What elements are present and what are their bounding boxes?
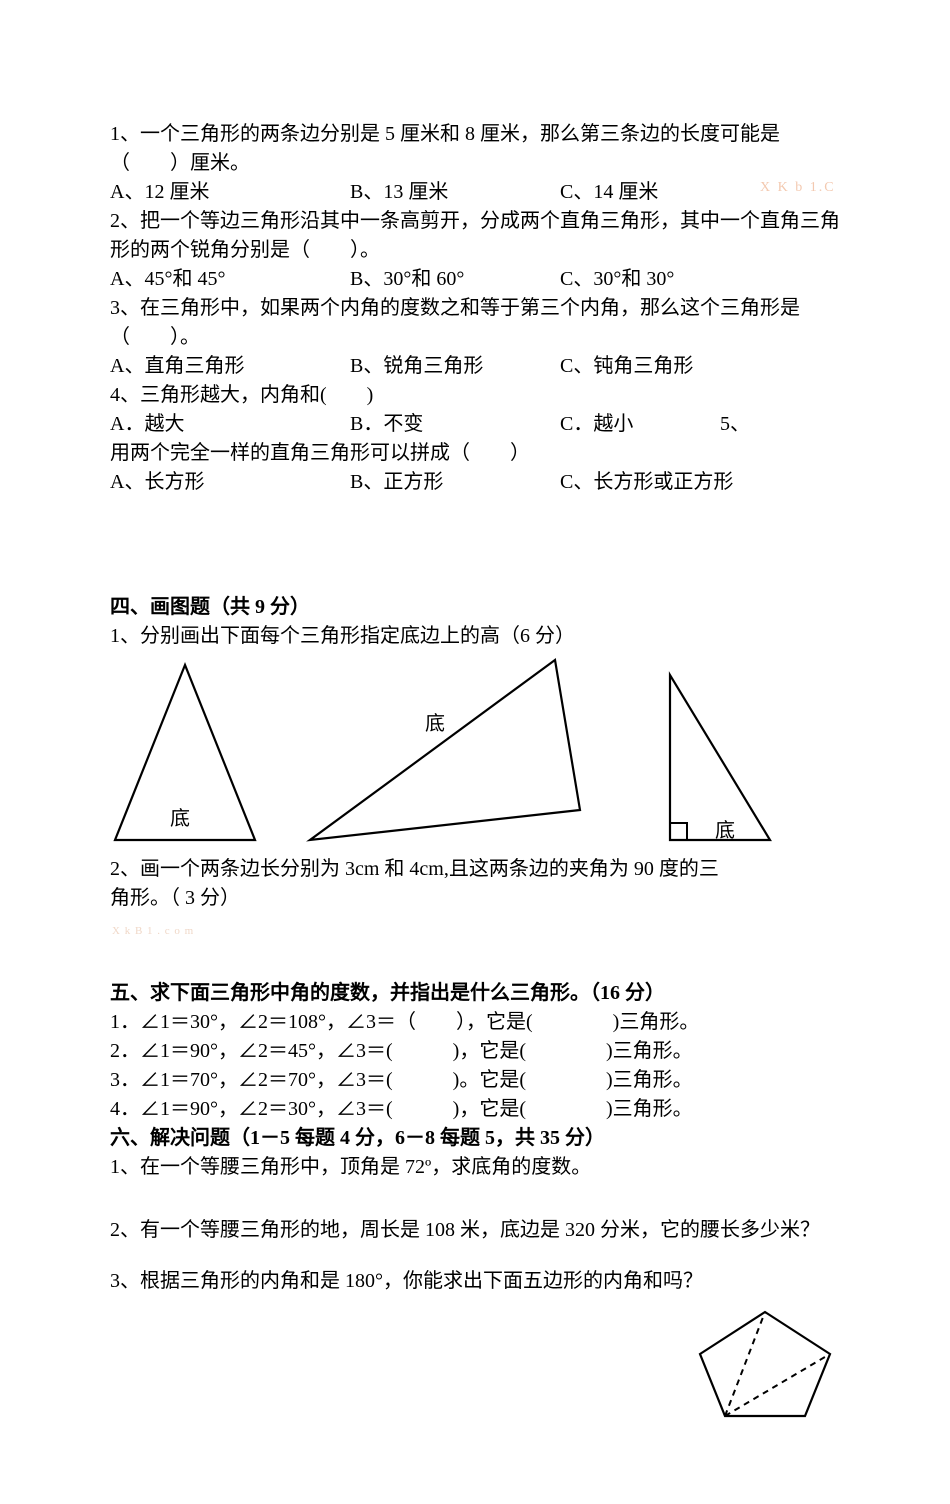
- q1-watermark: X K b 1.C: [760, 178, 836, 207]
- q5-lead: 5、: [720, 410, 750, 439]
- q4-text: 4、三角形越大，内角和( ): [110, 381, 840, 410]
- q5-opt-a: A、长方形: [110, 468, 350, 497]
- q1-opt-c: C、14 厘米: [560, 178, 760, 207]
- q2-opt-b: B、30°和 60°: [350, 265, 560, 294]
- q4-opt-c: C．越小: [560, 410, 720, 439]
- tri3-base-label: 底: [715, 819, 735, 842]
- sec4-p2b: 角形。（ 3 分）: [110, 884, 840, 913]
- q3-text: 3、在三角形中，如果两个内角的度数之和等于第三个内角，那么这个三角形是（ ）。: [110, 294, 840, 352]
- tri1-base-label: 底: [170, 807, 190, 830]
- sec5-l4: 4．∠1＝90°，∠2＝30°，∠3＝( )，它是( )三角形。: [110, 1095, 840, 1124]
- q3-opt-b: B、锐角三角形: [350, 352, 560, 381]
- q1-options: A、12 厘米 B、13 厘米 C、14 厘米 X K b 1.C: [110, 178, 840, 207]
- sec6-p1: 1、在一个等腰三角形中，顶角是 72º，求底角的度数。: [110, 1153, 840, 1182]
- q2-text: 2、把一个等边三角形沿其中一条高剪开，分成两个直角三角形，其中一个直角三角形的两…: [110, 207, 840, 265]
- q4-opt-b: B．不变: [350, 410, 560, 439]
- q1-opt-b: B、13 厘米: [350, 178, 560, 207]
- sec4-watermark: X k B 1 . c o m: [110, 924, 840, 940]
- q5-opt-b: B、正方形: [350, 468, 560, 497]
- sec4-title: 四、画图题（共 9 分）: [110, 593, 840, 622]
- q2-opt-a: A、45°和 45°: [110, 265, 350, 294]
- q5-text: 用两个完全一样的直角三角形可以拼成（ ）: [110, 439, 840, 468]
- q3-opt-a: A、直角三角形: [110, 352, 350, 381]
- q5-options: A、长方形 B、正方形 C、长方形或正方形: [110, 468, 840, 497]
- sec5-l1: 1．∠1＝30°，∠2＝108°，∠3＝（ ），它是( )三角形。: [110, 1008, 840, 1037]
- q5-opt-c: C、长方形或正方形: [560, 468, 820, 497]
- q1-text: 1、一个三角形的两条边分别是 5 厘米和 8 厘米，那么第三条边的长度可能是（ …: [110, 120, 840, 178]
- q2-options: A、45°和 45° B、30°和 60° C、30°和 30°: [110, 265, 840, 294]
- q4-options: A．越大 B．不变 C．越小 5、: [110, 410, 840, 439]
- sec4-p2a: 2、画一个两条边长分别为 3cm 和 4cm,且这两条边的夹角为 90 度的三: [110, 855, 840, 884]
- triangles-figure: 底 底 底: [110, 655, 840, 855]
- sec6-p2: 2、有一个等腰三角形的地，周长是 108 米，底边是 320 分米，它的腰长多少…: [110, 1216, 840, 1245]
- sec4-p1: 1、分别画出下面每个三角形指定底边上的高（6 分）: [110, 622, 840, 651]
- sec5-title: 五、求下面三角形中角的度数，并指出是什么三角形。（16 分）: [110, 979, 840, 1008]
- q4-opt-a: A．越大: [110, 410, 350, 439]
- q3-options: A、直角三角形 B、锐角三角形 C、钝角三角形: [110, 352, 840, 381]
- sec6-p3: 3、根据三角形的内角和是 180°，你能求出下面五边形的内角和吗？: [110, 1267, 840, 1296]
- sec5-l3: 3．∠1＝70°，∠2＝70°，∠3＝( )。它是( )三角形。: [110, 1066, 840, 1095]
- sec6-title: 六、解决问题（1－5 每题 4 分，6－8 每题 5，共 35 分）: [110, 1124, 840, 1153]
- q1-opt-a: A、12 厘米: [110, 178, 350, 207]
- q2-opt-c: C、30°和 30°: [560, 265, 760, 294]
- tri2-base-label: 底: [425, 712, 445, 735]
- sec5-l2: 2．∠1＝90°，∠2＝45°，∠3＝( )，它是( )三角形。: [110, 1037, 840, 1066]
- pentagon-figure: [110, 1304, 840, 1424]
- q3-opt-c: C、钝角三角形: [560, 352, 760, 381]
